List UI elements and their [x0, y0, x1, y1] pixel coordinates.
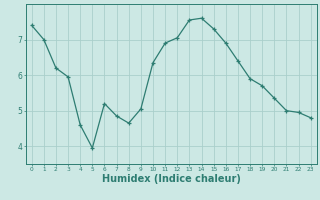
X-axis label: Humidex (Indice chaleur): Humidex (Indice chaleur) [102, 174, 241, 184]
